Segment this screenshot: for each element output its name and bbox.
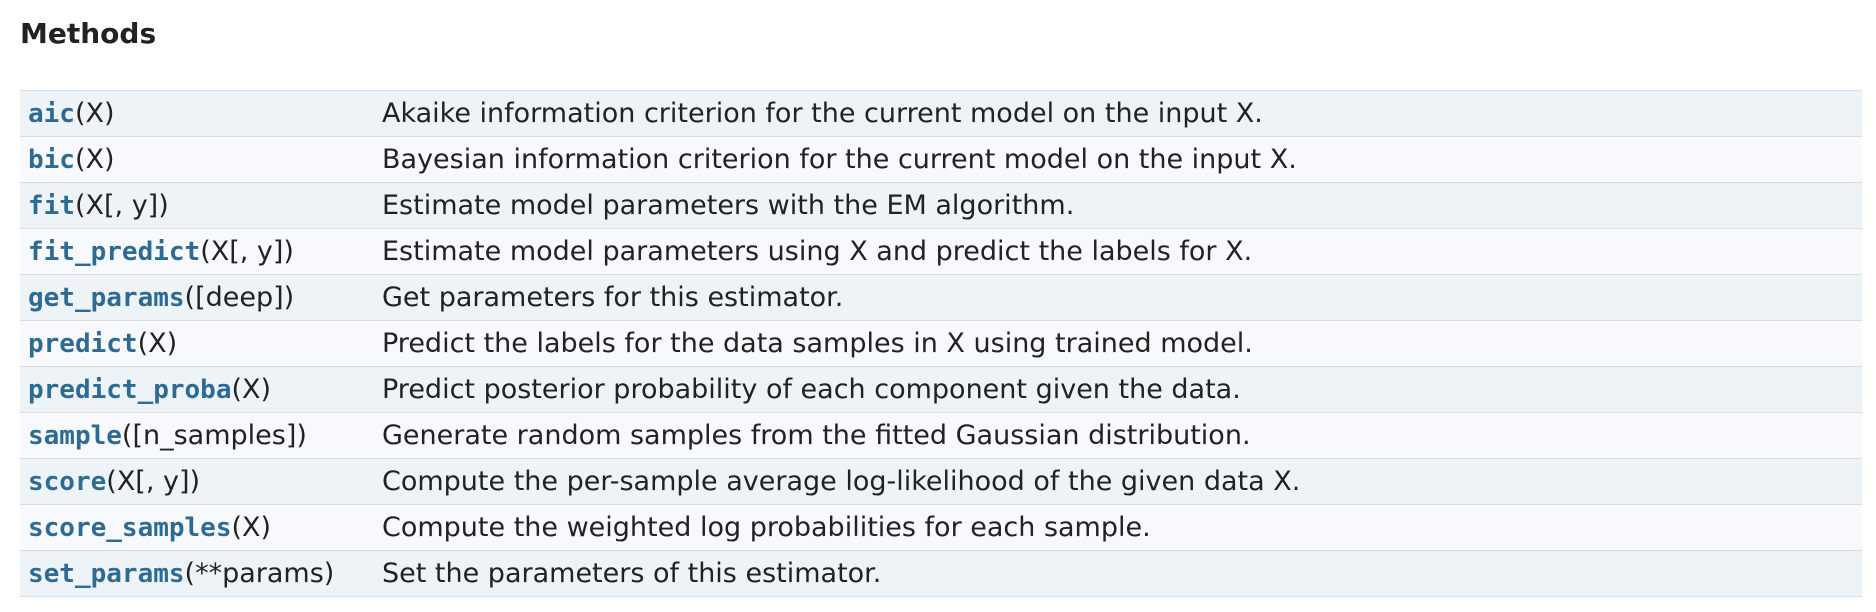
method-link-get-params[interactable]: get_params	[28, 283, 185, 313]
method-description: Bayesian information criterion for the c…	[382, 136, 1862, 183]
method-args: (X[, y])	[106, 466, 201, 497]
method-description: Compute the per-sample average log-likel…	[382, 458, 1862, 505]
method-description: Compute the weighted log probabilities f…	[382, 504, 1862, 551]
method-args: (X)	[137, 328, 178, 359]
method-signature-cell: fit(X[, y])	[20, 182, 382, 229]
method-row-sample: sample([n_samples]) Generate random sampl…	[20, 412, 1862, 459]
method-description: Generate random samples from the fitted …	[382, 412, 1862, 459]
method-signature-cell: score_samples(X)	[20, 504, 382, 551]
method-link-score-samples[interactable]: score_samples	[28, 513, 232, 543]
method-link-score[interactable]: score	[28, 467, 107, 497]
method-row-predict: predict(X) Predict the labels for the dat…	[20, 320, 1862, 367]
method-args: (X[, y])	[200, 236, 294, 267]
method-args: (X[, y])	[74, 190, 169, 221]
method-description: Akaike information criterion for the cur…	[382, 90, 1862, 137]
method-link-bic[interactable]: bic	[28, 145, 75, 175]
method-row-bic: bic(X) Bayesian information criterion for…	[20, 136, 1862, 183]
method-row-aic: aic(X) Akaike information criterion for t…	[20, 90, 1862, 137]
method-args: (X)	[74, 144, 115, 175]
method-signature-cell: score(X[, y])	[20, 458, 382, 505]
method-description: Predict posterior probability of each co…	[382, 366, 1862, 413]
method-row-predict-proba: predict_proba(X) Predict posterior probab…	[20, 366, 1862, 413]
method-description: Estimate model parameters with the EM al…	[382, 182, 1862, 229]
method-link-fit-predict[interactable]: fit_predict	[28, 237, 201, 267]
method-signature-cell: set_params(**params)	[20, 550, 382, 597]
method-signature-cell: bic(X)	[20, 136, 382, 183]
method-description: Predict the labels for the data samples …	[382, 320, 1862, 367]
method-args: (X)	[231, 512, 272, 543]
method-description: Get parameters for this estimator.	[382, 274, 1862, 321]
method-signature-cell: predict_proba(X)	[20, 366, 382, 413]
method-link-fit[interactable]: fit	[28, 191, 75, 221]
method-link-sample[interactable]: sample	[28, 421, 122, 451]
method-row-set-params: set_params(**params) Set the parameters o…	[20, 550, 1862, 597]
section-title: Methods	[20, 17, 157, 50]
method-row-score: score(X[, y]) Compute the per-sample aver…	[20, 458, 1862, 505]
method-description: Set the parameters of this estimator.	[382, 550, 1862, 597]
method-link-set-params[interactable]: set_params	[28, 559, 185, 589]
method-signature-cell: sample([n_samples])	[20, 412, 382, 459]
method-args: ([n_samples])	[121, 420, 307, 451]
method-args: (X)	[74, 98, 115, 129]
method-description: Estimate model parameters using X and pr…	[382, 228, 1862, 275]
method-signature-cell: aic(X)	[20, 90, 382, 137]
method-link-predict[interactable]: predict	[28, 329, 138, 359]
method-row-get-params: get_params([deep]) Get parameters for thi…	[20, 274, 1862, 321]
methods-table-body: aic(X) Akaike information criterion for t…	[20, 90, 1862, 597]
method-args: (**params)	[184, 558, 335, 589]
method-row-score-samples: score_samples(X) Compute the weighted log…	[20, 504, 1862, 551]
method-link-aic[interactable]: aic	[28, 99, 75, 129]
method-args: (X)	[231, 374, 272, 405]
method-signature-cell: predict(X)	[20, 320, 382, 367]
methods-table: aic(X) Akaike information criterion for t…	[20, 90, 1862, 597]
method-signature-cell: fit_predict(X[, y])	[20, 228, 382, 275]
method-link-predict-proba[interactable]: predict_proba	[28, 375, 232, 405]
method-signature-cell: get_params([deep])	[20, 274, 382, 321]
method-args: ([deep])	[184, 282, 295, 313]
method-row-fit-predict: fit_predict(X[, y]) Estimate model parame…	[20, 228, 1862, 275]
method-row-fit: fit(X[, y]) Estimate model parameters wit…	[20, 182, 1862, 229]
